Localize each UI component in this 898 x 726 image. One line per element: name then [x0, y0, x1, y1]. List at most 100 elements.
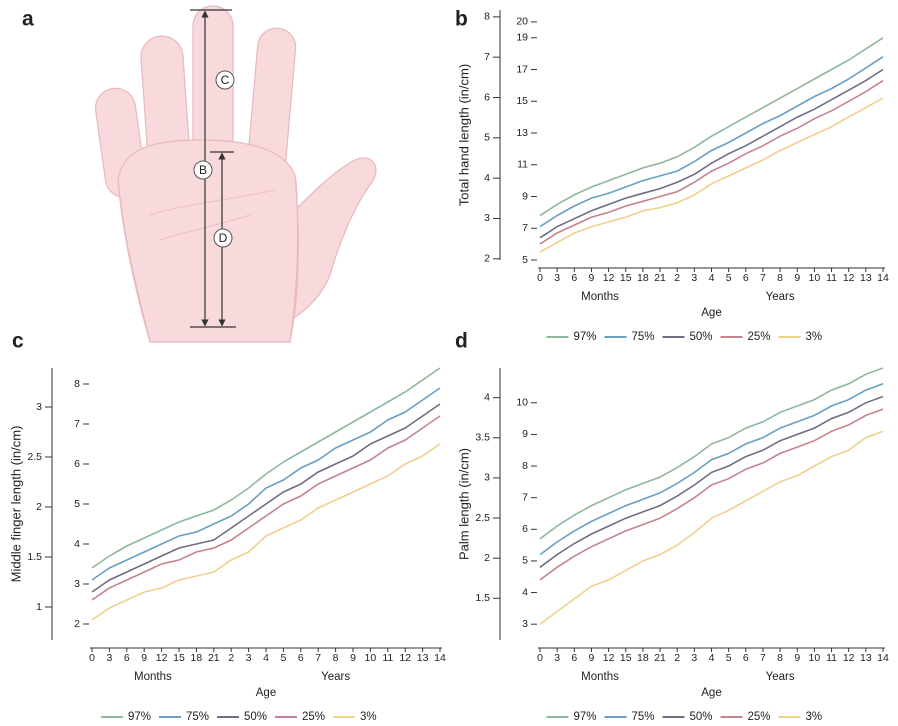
series-line: [539, 56, 884, 228]
x-tick-label: 6: [571, 272, 577, 284]
y-tick-label: 13: [516, 127, 528, 139]
x-group-label: Years: [766, 291, 795, 303]
x-tick-label: 3: [246, 652, 252, 664]
x-group-label: Months: [134, 671, 172, 683]
y-tick-label: 5: [74, 498, 80, 510]
series-line: [91, 367, 441, 569]
x-tick-label: 11: [826, 652, 837, 664]
y2-tick-label: 3.5: [475, 432, 490, 444]
x-tick-label: 2: [674, 652, 680, 664]
x-tick-label: 7: [760, 272, 766, 284]
y-axis-title: Middle finger length (in/cm): [8, 426, 23, 583]
x-tick-label: 7: [760, 652, 766, 664]
y-tick-label: 9: [522, 190, 528, 202]
legend-label: 25%: [302, 711, 325, 723]
legend-label: 3%: [360, 711, 377, 723]
x-tick-label: 2: [228, 652, 234, 664]
x-tick-label: 12: [156, 652, 168, 664]
y-tick-label: 17: [516, 63, 528, 75]
x-tick-label: 3: [691, 652, 697, 664]
x-tick-label: 5: [280, 652, 286, 664]
y-tick-label: 3: [522, 618, 528, 630]
x-tick-label: 10: [809, 272, 821, 284]
series-line: [539, 367, 884, 540]
x-tick-label: 5: [726, 272, 732, 284]
series-line: [539, 383, 884, 556]
x-tick-label: 18: [637, 652, 649, 664]
y-tick-label: 6: [522, 523, 528, 535]
y-tick-label: 10: [516, 397, 528, 409]
x-tick-label: 3: [691, 272, 697, 284]
x-tick-label: 14: [877, 652, 889, 664]
legend-label: 97%: [574, 331, 597, 343]
legend-label: 50%: [690, 331, 713, 343]
series-line: [91, 387, 441, 581]
x-tick-label: 0: [537, 272, 543, 284]
marker: C: [215, 70, 235, 90]
x-tick-label: 0: [89, 652, 95, 664]
y-tick-label: 15: [516, 95, 528, 107]
legend-label: 25%: [748, 711, 771, 723]
x-tick-label: 14: [434, 652, 446, 664]
x-tick-label: 12: [603, 652, 615, 664]
x-axis-title: Age: [256, 687, 276, 699]
legend-label: 3%: [806, 711, 823, 723]
x-group-label: Months: [581, 291, 619, 303]
x-tick-label: 13: [860, 272, 872, 284]
y2-tick-label: 3: [484, 472, 490, 484]
x-tick-label: 4: [709, 272, 715, 284]
y2-tick-label: 2: [484, 552, 490, 564]
x-tick-label: 6: [124, 652, 130, 664]
y-tick-label: 5: [522, 254, 528, 266]
x-tick-label: 10: [365, 652, 377, 664]
x-tick-label: 13: [860, 652, 872, 664]
y2-tick-label: 1.5: [27, 551, 42, 563]
y-tick-label: 7: [522, 222, 528, 234]
y2-tick-label: 8: [484, 11, 490, 23]
y2-tick-label: 5: [484, 132, 490, 144]
x-tick-label: 18: [637, 272, 649, 284]
y2-tick-label: 7: [484, 51, 490, 63]
x-tick-label: 8: [333, 652, 339, 664]
x-tick-label: 21: [654, 652, 666, 664]
x-tick-label: 11: [826, 272, 837, 284]
x-tick-label: 9: [794, 272, 800, 284]
x-tick-label: 11: [382, 652, 393, 664]
y2-tick-label: 6: [484, 91, 490, 103]
legend-label: 3%: [806, 331, 823, 343]
x-axis-title: Age: [701, 307, 721, 319]
x-tick-label: 13: [417, 652, 429, 664]
y-tick-label: 4: [522, 586, 528, 598]
x-tick-label: 4: [263, 652, 269, 664]
y2-tick-label: 3: [484, 212, 490, 224]
x-tick-label: 3: [554, 652, 560, 664]
legend-label: 97%: [128, 711, 151, 723]
y-tick-label: 11: [517, 159, 528, 171]
y2-tick-label: 4: [484, 172, 490, 184]
x-tick-label: 10: [809, 652, 821, 664]
x-group-label: Years: [766, 671, 795, 683]
panel-label: d: [455, 330, 468, 353]
y-axis-title: Total hand length (in/cm): [456, 64, 471, 206]
x-tick-label: 5: [726, 652, 732, 664]
x-tick-label: 6: [571, 652, 577, 664]
x-tick-label: 3: [554, 272, 560, 284]
y-tick-label: 9: [522, 428, 528, 440]
marker: B: [193, 160, 213, 180]
x-tick-label: 18: [191, 652, 203, 664]
series-line: [539, 408, 884, 581]
series-line: [91, 403, 441, 593]
marker-label: B: [199, 163, 207, 177]
y-tick-label: 7: [74, 418, 80, 430]
legend-label: 97%: [574, 711, 597, 723]
series-line: [91, 415, 441, 601]
x-group-label: Years: [321, 671, 350, 683]
x-tick-label: 12: [399, 652, 411, 664]
x-tick-label: 15: [173, 652, 185, 664]
x-tick-label: 9: [141, 652, 147, 664]
x-group-label: Months: [581, 671, 619, 683]
legend-label: 75%: [632, 711, 655, 723]
x-tick-label: 7: [315, 652, 321, 664]
